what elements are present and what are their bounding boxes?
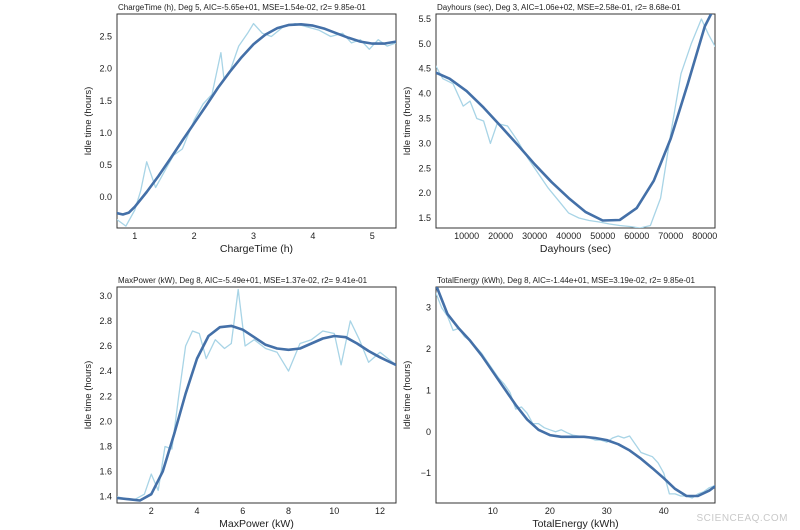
chart-title: TotalEnergy (kWh), Deg 8, AIC=-1.44e+01,… xyxy=(437,276,695,285)
x-tick-label: 60000 xyxy=(624,231,649,241)
raw-data-line xyxy=(117,288,396,500)
watermark-text: SCIENCEAQ.COM xyxy=(696,513,788,524)
fit-curve-line xyxy=(117,22,396,216)
y-tick-label: 4.0 xyxy=(418,89,431,99)
x-tick-label: 10 xyxy=(488,506,498,516)
y-axis-label: Idle time (hours) xyxy=(402,361,413,430)
y-tick-label: 2.5 xyxy=(99,31,112,41)
x-tick-label: 1 xyxy=(132,231,137,241)
y-tick-label: 1.8 xyxy=(99,441,112,451)
y-tick-label: 2.0 xyxy=(99,64,112,74)
y-tick-label: 2.0 xyxy=(99,416,112,426)
y-tick-label: 1.4 xyxy=(99,492,112,502)
x-axis-label: Dayhours (sec) xyxy=(540,243,611,255)
x-tick-label: 80000 xyxy=(692,231,717,241)
y-tick-label: 1 xyxy=(426,385,431,395)
raw-data-line xyxy=(436,18,715,228)
x-tick-label: 40000 xyxy=(556,231,581,241)
chart-title: MaxPower (kW), Deg 8, AIC=-5.49e+01, MSE… xyxy=(118,276,368,285)
y-tick-label: 0.5 xyxy=(99,160,112,170)
x-tick-label: 10000 xyxy=(454,231,479,241)
y-tick-label: 2.2 xyxy=(99,391,112,401)
y-tick-label: 3.0 xyxy=(99,291,112,301)
y-tick-label: 2.4 xyxy=(99,366,112,376)
x-tick-label: 2 xyxy=(149,506,154,516)
plot-area xyxy=(116,286,397,504)
x-tick-label: 6 xyxy=(240,506,245,516)
x-tick-label: 8 xyxy=(286,506,291,516)
y-tick-label: 4.5 xyxy=(418,64,431,74)
y-tick-label: −1 xyxy=(421,468,431,478)
y-tick-label: 0.0 xyxy=(99,192,112,202)
y-tick-label: 2.8 xyxy=(99,316,112,326)
y-tick-label: 0 xyxy=(426,427,431,437)
y-tick-label: 2.5 xyxy=(418,163,431,173)
x-tick-label: 10 xyxy=(329,506,339,516)
y-axis-label: Idle time (hours) xyxy=(402,87,413,156)
x-axis-label: MaxPower (kW) xyxy=(219,518,294,530)
x-axis-label: ChargeTime (h) xyxy=(220,243,293,255)
y-tick-label: 5.5 xyxy=(418,14,431,24)
y-tick-label: 2 xyxy=(426,344,431,354)
x-tick-label: 40 xyxy=(659,506,669,516)
y-tick-label: 2.6 xyxy=(99,341,112,351)
y-tick-label: 3.0 xyxy=(418,138,431,148)
chart-panel-1: ChargeTime (h), Deg 5, AIC=-5.65e+01, MS… xyxy=(83,3,397,255)
x-tick-label: 30 xyxy=(602,506,612,516)
x-tick-label: 20 xyxy=(545,506,555,516)
x-tick-label: 70000 xyxy=(658,231,683,241)
x-tick-label: 4 xyxy=(310,231,315,241)
y-tick-label: 2.0 xyxy=(418,188,431,198)
fit-curve-line xyxy=(436,14,713,222)
x-tick-label: 30000 xyxy=(522,231,547,241)
fit-curve-line xyxy=(117,324,396,502)
y-tick-label: 1.0 xyxy=(99,128,112,138)
raw-data-line xyxy=(117,22,396,227)
plot-area xyxy=(435,286,716,504)
x-tick-label: 12 xyxy=(375,506,385,516)
x-tick-label: 5 xyxy=(370,231,375,241)
x-tick-label: 2 xyxy=(192,231,197,241)
y-tick-label: 1.5 xyxy=(418,213,431,223)
fit-curve-line xyxy=(436,287,715,498)
x-tick-label: 50000 xyxy=(590,231,615,241)
y-tick-label: 1.5 xyxy=(99,96,112,106)
y-tick-label: 1.6 xyxy=(99,467,112,477)
chart-panel-4: TotalEnergy (kWh), Deg 8, AIC=-1.44e+01,… xyxy=(402,276,716,530)
y-axis-label: Idle time (hours) xyxy=(83,87,94,156)
chart-panel-3: MaxPower (kW), Deg 8, AIC=-5.49e+01, MSE… xyxy=(83,276,397,530)
y-tick-label: 5.0 xyxy=(418,39,431,49)
y-tick-label: 3 xyxy=(426,303,431,313)
y-axis-label: Idle time (hours) xyxy=(83,361,94,430)
x-tick-label: 3 xyxy=(251,231,256,241)
x-axis-label: TotalEnergy (kWh) xyxy=(532,518,618,530)
x-tick-label: 20000 xyxy=(488,231,513,241)
chart-panel-2: Dayhours (sec), Deg 3, AIC=1.06e+02, MSE… xyxy=(402,3,717,255)
plot-area xyxy=(116,13,397,229)
chart-title: ChargeTime (h), Deg 5, AIC=-5.65e+01, MS… xyxy=(118,3,366,12)
y-tick-label: 3.5 xyxy=(418,114,431,124)
x-tick-label: 4 xyxy=(195,506,200,516)
chart-title: Dayhours (sec), Deg 3, AIC=1.06e+02, MSE… xyxy=(437,3,681,12)
